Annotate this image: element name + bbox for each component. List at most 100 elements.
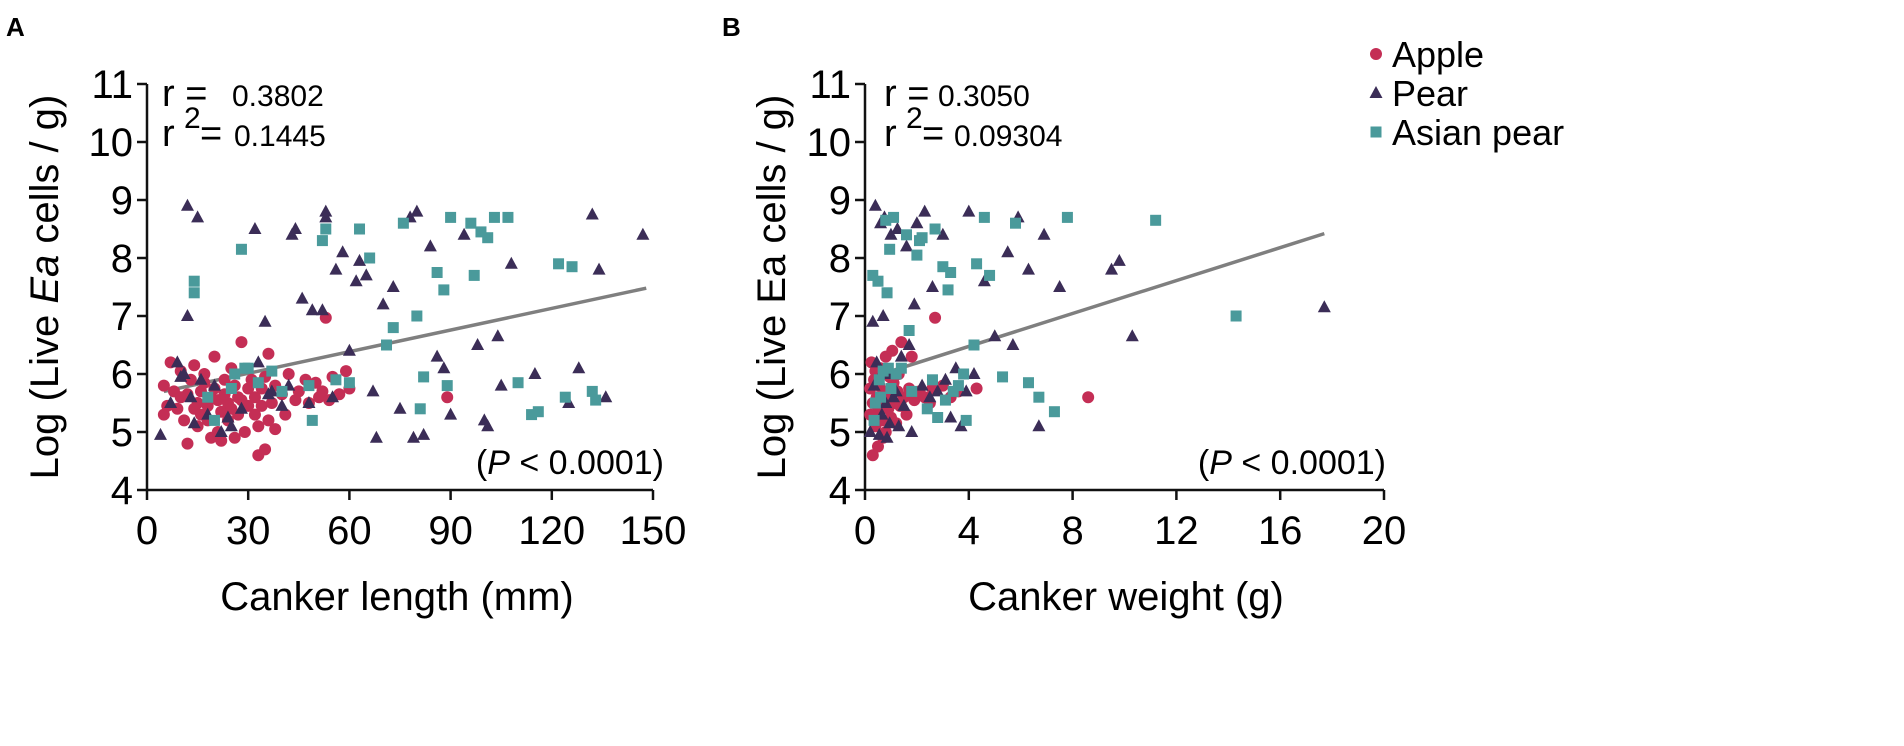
point-pear xyxy=(870,355,884,368)
point-pear xyxy=(959,384,973,397)
regression-line-b xyxy=(872,231,1325,379)
point-apple xyxy=(262,414,275,427)
point-pear xyxy=(528,367,542,379)
point-apple xyxy=(886,344,899,357)
point-asian-pear xyxy=(488,211,500,223)
point-pear xyxy=(471,338,485,350)
r-value-b: 0.3050 xyxy=(938,80,1030,113)
point-apple xyxy=(228,431,241,444)
p-open-a: ( xyxy=(476,444,488,482)
legend-marker-asian-pear xyxy=(1370,126,1382,138)
point-pear xyxy=(504,256,518,269)
x-tick-label-b: 8 xyxy=(1061,509,1083,553)
point-pear xyxy=(907,297,921,310)
point-pear xyxy=(1001,245,1015,258)
point-pear xyxy=(1105,262,1119,275)
y-tick-label-b: 7 xyxy=(829,295,851,339)
point-pear xyxy=(191,210,205,223)
r2-label-a: r xyxy=(162,113,175,155)
y-tick-label-a: 4 xyxy=(111,469,133,513)
point-asian-pear xyxy=(868,414,880,426)
point-asian-pear xyxy=(306,414,318,426)
y-tick-label-b: 4 xyxy=(829,469,851,513)
point-asian-pear xyxy=(1048,406,1060,418)
y-tick-label-b: 8 xyxy=(829,237,851,281)
y-tick-label-b: 6 xyxy=(829,353,851,397)
stats-b: r = 0.3050 r 2 = 0.09304 xyxy=(884,73,1062,155)
point-asian-pear xyxy=(465,217,477,229)
p-rest-a: < 0.0001) xyxy=(510,444,664,482)
point-pear xyxy=(288,222,302,234)
point-asian-pear xyxy=(276,385,288,397)
point-asian-pear xyxy=(266,365,278,377)
point-asian-pear xyxy=(202,391,214,403)
x-tick-label-b: 0 xyxy=(854,509,876,553)
point-asian-pear xyxy=(586,385,598,397)
point-asian-pear xyxy=(411,310,423,322)
point-pear xyxy=(868,198,882,211)
point-asian-pear xyxy=(316,235,328,247)
point-apple xyxy=(1082,391,1095,404)
point-pear xyxy=(967,367,981,379)
point-apple xyxy=(900,408,913,421)
point-pear xyxy=(585,207,599,220)
point-apple xyxy=(871,440,884,453)
points-a xyxy=(153,198,650,462)
stats-a: r = 0.3802 r 2 = 0.1445 xyxy=(162,73,326,155)
point-asian-pear xyxy=(414,403,426,415)
point-asian-pear xyxy=(939,394,951,406)
fit-line-b xyxy=(872,231,1325,379)
point-asian-pear xyxy=(526,409,538,421)
point-asian-pear xyxy=(929,223,941,235)
legend-marker-apple xyxy=(1370,48,1382,60)
p-open-b: ( xyxy=(1198,444,1210,482)
point-asian-pear xyxy=(364,252,376,264)
point-asian-pear xyxy=(885,383,897,394)
point-pear xyxy=(366,384,380,397)
point-pear xyxy=(1112,253,1126,266)
y-tick-label-a: 5 xyxy=(111,411,133,455)
point-asian-pear xyxy=(867,269,879,281)
point-apple xyxy=(340,365,353,378)
point-pear xyxy=(892,419,906,432)
point-pear xyxy=(386,280,400,292)
point-apple xyxy=(215,434,228,447)
x-tick-label-b: 20 xyxy=(1362,509,1407,553)
point-asian-pear xyxy=(1033,391,1045,403)
point-pear xyxy=(636,227,650,240)
point-apple xyxy=(895,336,908,349)
point-pear xyxy=(342,343,356,356)
point-pear xyxy=(170,355,184,368)
point-apple xyxy=(235,336,248,349)
point-asian-pear xyxy=(188,287,200,299)
point-apple xyxy=(178,414,191,427)
p-letter-a: P xyxy=(487,444,510,482)
point-pear xyxy=(180,309,194,321)
point-pear xyxy=(883,416,897,429)
point-pear xyxy=(494,378,508,391)
point-pear xyxy=(918,204,932,217)
point-asian-pear xyxy=(882,362,894,374)
point-pear xyxy=(180,198,194,211)
point-pear xyxy=(902,338,916,350)
point-asian-pear xyxy=(945,267,957,278)
point-asian-pear xyxy=(875,391,887,403)
point-pear xyxy=(305,303,319,316)
r2-value-a: 0.1445 xyxy=(234,120,326,153)
point-asian-pear xyxy=(1022,377,1034,389)
point-apple xyxy=(866,449,879,462)
point-apple xyxy=(218,373,231,386)
panel-label-a: A xyxy=(6,12,25,42)
x-tick-label-a: 150 xyxy=(620,509,687,553)
y-axis-title-part-a: cells / g) xyxy=(23,95,67,255)
y-tick-label-a: 6 xyxy=(111,353,133,397)
point-asian-pear xyxy=(502,211,514,223)
point-asian-pear xyxy=(937,261,949,273)
point-apple xyxy=(238,426,251,438)
point-pear xyxy=(900,239,914,252)
x-tick-label-a: 0 xyxy=(136,509,158,553)
point-asian-pear xyxy=(566,261,578,273)
point-asian-pear xyxy=(387,322,399,334)
point-pear xyxy=(938,372,952,385)
